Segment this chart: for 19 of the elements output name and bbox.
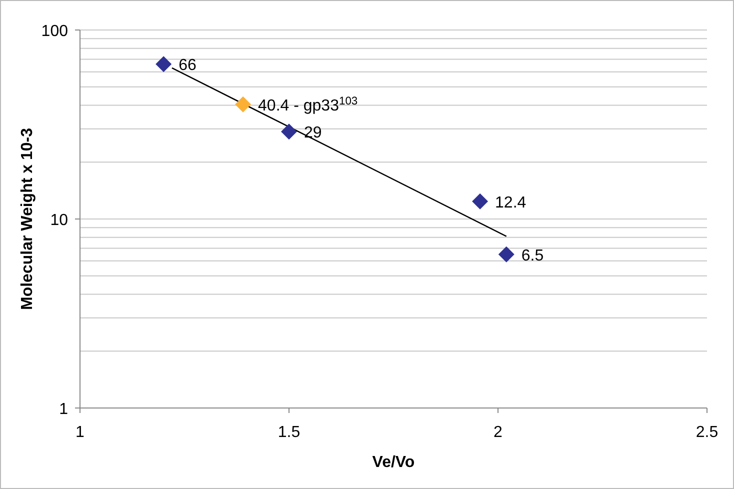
x-tick-label: 1 xyxy=(76,424,85,441)
x-axis-title: Ve/Vo xyxy=(372,454,415,471)
point xyxy=(156,56,172,72)
y-tick-label: 100 xyxy=(41,23,68,40)
data-label: 66 xyxy=(178,57,196,74)
data-label: 29 xyxy=(304,124,322,142)
x-tick-label: 2.5 xyxy=(696,424,718,441)
data-label: 6.5 xyxy=(521,247,544,264)
point xyxy=(498,246,514,262)
data-label: 40.4 - gp33$^{103}$ xyxy=(258,95,358,114)
x-tick-label: 1.5 xyxy=(278,424,300,441)
y-tick-label: 10 xyxy=(50,212,68,229)
y-axis-title: Molecular Weight x 10-3 xyxy=(19,128,36,310)
point xyxy=(281,124,297,140)
y-tick-label: 1 xyxy=(59,401,68,418)
point xyxy=(472,193,488,210)
point xyxy=(235,96,252,112)
data-label: 12.4 xyxy=(495,194,526,212)
x-tick-label: 2 xyxy=(494,424,503,441)
